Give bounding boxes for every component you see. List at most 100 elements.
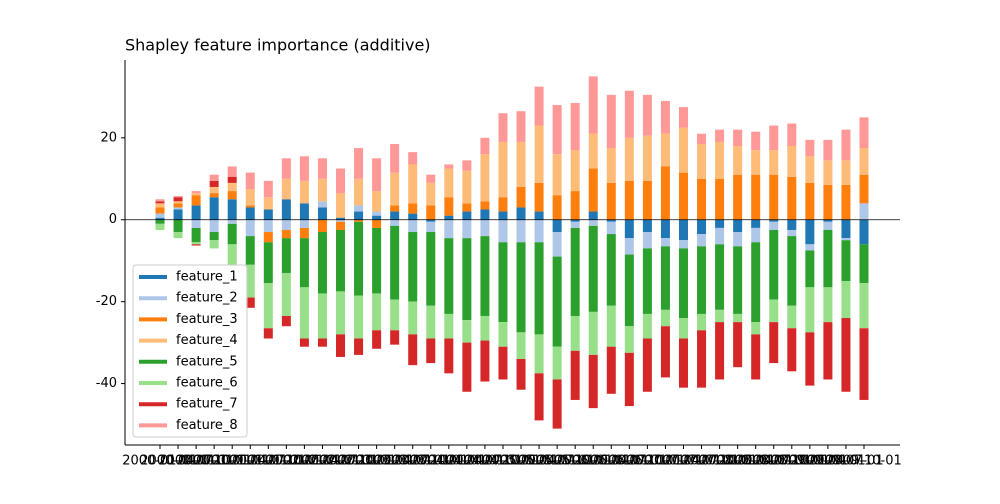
- bar-segment: [209, 186, 219, 194]
- bar-segment: [263, 232, 273, 243]
- chart-title: Shapley feature importance (additive): [125, 36, 431, 55]
- bar-segment: [534, 182, 544, 212]
- x-tick-label: 2005-01-01: [483, 454, 559, 469]
- bar-segment: [354, 221, 364, 296]
- bar-segment: [697, 143, 707, 179]
- bar-segment: [624, 238, 634, 255]
- bar-segment: [408, 232, 418, 302]
- bar-segment: [426, 182, 436, 206]
- bar-segment: [209, 193, 219, 198]
- bar-segment: [155, 219, 165, 224]
- x-tick-label: 2007-01-01: [628, 454, 704, 469]
- bar-segment: [841, 160, 851, 185]
- bar-segment: [480, 340, 490, 382]
- bar-segment: [733, 219, 743, 233]
- x-tick-label: 2008-07-01: [736, 454, 812, 469]
- bar-segment: [390, 330, 400, 345]
- bar-segment: [498, 113, 508, 142]
- bar-segment: [715, 129, 725, 142]
- bar-segment: [390, 211, 400, 220]
- bar-segment: [390, 219, 400, 226]
- bar-segment: [299, 156, 309, 181]
- bar-segment: [299, 287, 309, 339]
- bar-segment: [191, 205, 201, 220]
- bar-segment: [317, 293, 327, 339]
- bar-segment: [660, 309, 670, 327]
- bar-segment: [823, 160, 833, 185]
- bar-segment: [606, 234, 616, 306]
- legend-label: feature_3: [176, 312, 238, 327]
- bar-segment: [606, 182, 616, 220]
- bar-segment: [624, 137, 634, 181]
- x-tick-label: 2002-07-01: [303, 454, 379, 469]
- bar-segment: [173, 219, 183, 233]
- bar-segment: [859, 244, 869, 284]
- bar-segment: [570, 103, 580, 151]
- bar-segment: [552, 154, 562, 196]
- bar-segment: [733, 129, 743, 147]
- bar-segment: [245, 219, 255, 237]
- bar-segment: [859, 117, 869, 149]
- bar-segment: [281, 315, 291, 327]
- bar-segment: [191, 219, 201, 228]
- bar-segment: [444, 168, 454, 198]
- x-tick-label: 2000-10-01: [176, 454, 252, 469]
- bar-segment: [588, 311, 598, 355]
- bar-segment: [317, 232, 327, 294]
- bar-segment: [787, 328, 797, 372]
- bar-segment: [336, 193, 346, 218]
- bar-segment: [823, 287, 833, 323]
- bar-segment: [245, 172, 255, 190]
- x-tick-label: 2003-07-01: [375, 454, 451, 469]
- bar-segment: [733, 313, 743, 323]
- x-tick-label: 2000-07-01: [158, 454, 234, 469]
- bar-segment: [372, 158, 382, 192]
- x-tick-label: 2004-01-01: [411, 454, 487, 469]
- bar-segment: [805, 219, 815, 245]
- bar-segment: [660, 133, 670, 167]
- x-tick-label: 2004-04-01: [429, 454, 505, 469]
- bar-segment: [155, 199, 165, 202]
- bar-segment: [841, 184, 851, 220]
- bar-segment: [155, 223, 165, 230]
- bar-segment: [642, 219, 652, 233]
- bar-segment: [624, 90, 634, 138]
- bar-segment: [516, 332, 526, 359]
- x-tick-label: 2003-10-01: [393, 454, 469, 469]
- bar-segment: [859, 174, 869, 204]
- bar-segment: [498, 242, 508, 323]
- bar-segment: [570, 350, 580, 400]
- bar-segment: [642, 313, 652, 339]
- bar-segment: [534, 334, 544, 374]
- bar-segment: [462, 342, 472, 392]
- bar-segment: [751, 131, 761, 151]
- bar-segment: [751, 322, 761, 335]
- bar-segment: [751, 174, 761, 220]
- bar-segment: [769, 229, 779, 300]
- bar-segment: [299, 219, 309, 228]
- x-tick-label: 2006-01-01: [555, 454, 631, 469]
- bar-segment: [516, 358, 526, 390]
- bar-segment: [426, 221, 436, 233]
- bar-segment: [769, 174, 779, 220]
- bar-segment: [155, 217, 165, 220]
- bar-segment: [245, 207, 255, 220]
- bar-segment: [372, 293, 382, 331]
- bar-segment: [678, 240, 688, 249]
- bar-segment: [336, 168, 346, 194]
- legend-label: feature_8: [176, 418, 238, 433]
- bar-segment: [408, 152, 418, 165]
- bar-segment: [642, 94, 652, 136]
- bar-segment: [733, 322, 743, 368]
- bar-segment: [408, 334, 418, 366]
- bar-segment: [552, 379, 562, 429]
- bar-segment: [462, 211, 472, 220]
- bar-segment: [570, 227, 580, 316]
- bar-segment: [227, 166, 237, 177]
- bar-segment: [354, 205, 364, 212]
- bar-segment: [155, 203, 165, 208]
- bar-segment: [588, 168, 598, 212]
- bar-segment: [660, 326, 670, 378]
- bar-segment: [227, 182, 237, 192]
